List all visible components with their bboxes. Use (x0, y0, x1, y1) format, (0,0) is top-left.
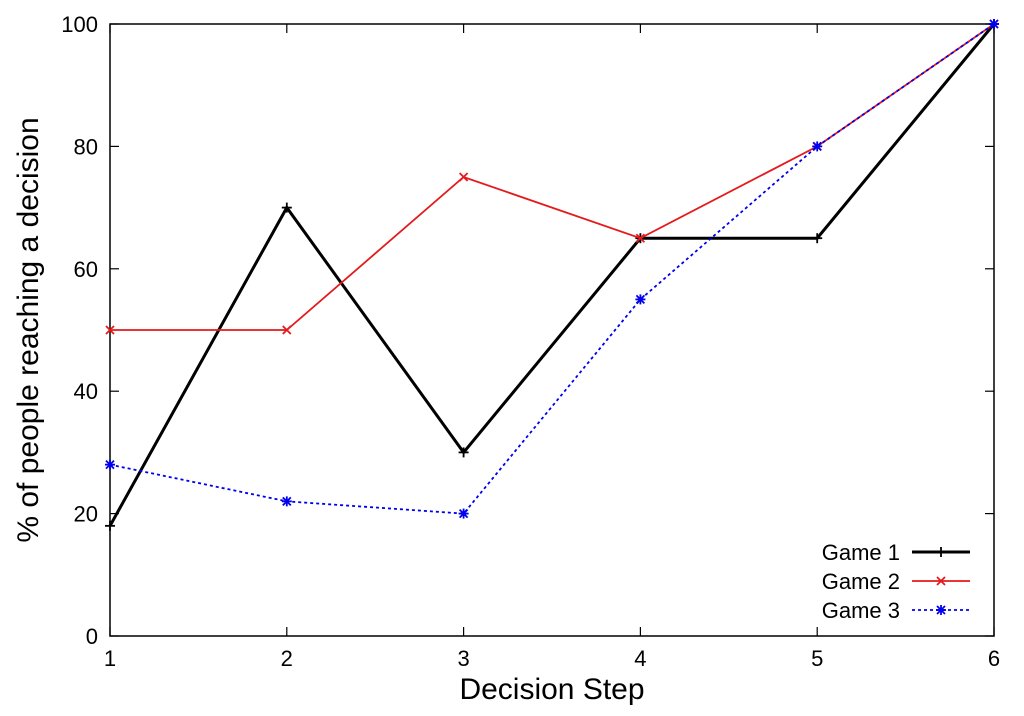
y-tick-label: 100 (61, 12, 98, 37)
legend-label-game-1: Game 1 (822, 540, 900, 565)
series-line-game-3 (109, 23, 995, 515)
data-point-game-1 (105, 520, 115, 531)
x-axis-title: Decision Step (459, 673, 644, 706)
data-point-game-3 (635, 294, 646, 305)
legend-marker-game-2 (936, 576, 946, 586)
series-line-game-1 (108, 23, 996, 527)
legend-marker-game-3 (936, 605, 946, 615)
legend-label-game-3: Game 3 (822, 598, 900, 623)
data-point-game-3 (105, 459, 115, 470)
x-tick-label: 6 (988, 646, 1000, 671)
x-tick-label: 3 (457, 646, 469, 671)
data-point-game-2 (458, 172, 469, 182)
y-axis-title: % of people reaching a decision (12, 117, 45, 542)
data-point-game-1 (812, 233, 823, 244)
legend: Game 1 Game 2 Game 3 (822, 540, 970, 623)
data-point-game-2 (105, 325, 115, 335)
data-point-game-3 (812, 141, 823, 152)
x-tick-label: 1 (104, 646, 116, 671)
series-line-game-2 (110, 23, 995, 331)
x-tick-label: 5 (811, 646, 823, 671)
data-point-game-2 (635, 233, 646, 243)
x-tick-label: 2 (281, 646, 293, 671)
data-point-game-3 (458, 508, 469, 519)
data-point-game-1 (281, 202, 292, 213)
data-point-game-3 (281, 496, 292, 507)
y-tick-label: 20 (74, 502, 98, 527)
x-tick-label: 4 (634, 646, 646, 671)
y-tick-label: 60 (74, 257, 98, 282)
y-tick-label: 40 (74, 379, 98, 404)
data-point-game-2 (282, 325, 292, 335)
data-point-game-3 (989, 19, 999, 29)
legend-marker-game-1 (936, 547, 946, 557)
y-tick-label: 0 (86, 624, 98, 649)
data-point-game-1 (458, 447, 469, 458)
y-tick-label: 80 (74, 134, 98, 159)
legend-label-game-2: Game 2 (822, 569, 900, 594)
